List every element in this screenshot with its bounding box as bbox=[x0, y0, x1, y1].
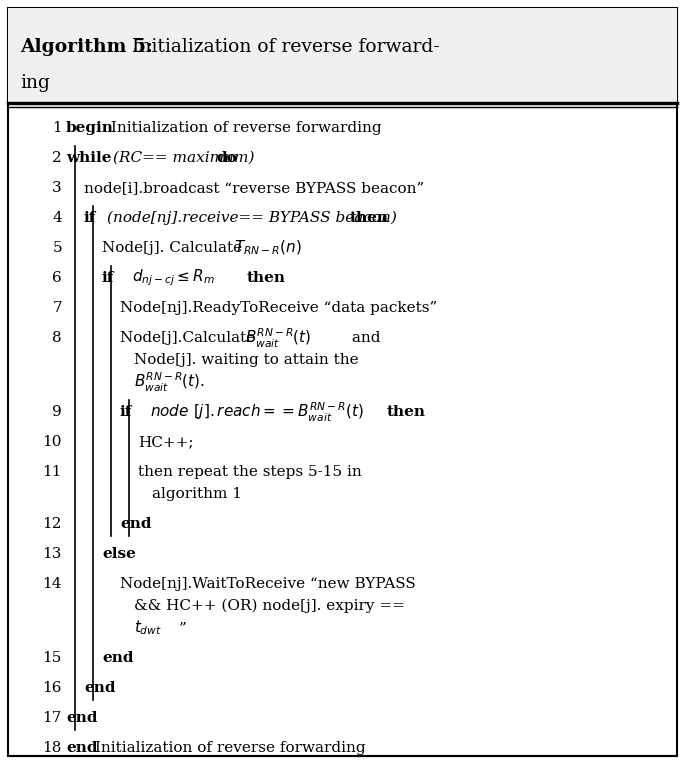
Text: do: do bbox=[216, 151, 237, 165]
Text: $T_{RN-R}(n)$: $T_{RN-R}(n)$ bbox=[234, 239, 301, 257]
Text: then repeat the steps 5-15 in: then repeat the steps 5-15 in bbox=[138, 465, 362, 479]
Text: 13: 13 bbox=[42, 547, 62, 561]
Text: if: if bbox=[84, 211, 97, 225]
Text: 16: 16 bbox=[42, 681, 62, 695]
Text: else: else bbox=[102, 547, 136, 561]
Text: Node[j].Calculate: Node[j].Calculate bbox=[120, 331, 260, 345]
Text: Algorithm 5:: Algorithm 5: bbox=[20, 38, 153, 56]
Text: end: end bbox=[66, 741, 97, 755]
Text: algorithm 1: algorithm 1 bbox=[152, 487, 242, 501]
Text: 15: 15 bbox=[42, 651, 62, 665]
Text: 3: 3 bbox=[52, 181, 62, 195]
Text: 12: 12 bbox=[42, 517, 62, 531]
Text: 14: 14 bbox=[42, 577, 62, 591]
Text: $B_{wait}^{RN-R}(t).$: $B_{wait}^{RN-R}(t).$ bbox=[134, 371, 206, 393]
Text: end: end bbox=[120, 517, 151, 531]
Text: 6: 6 bbox=[52, 271, 62, 285]
Text: && HC++ (OR) node[j]. expiry ==: && HC++ (OR) node[j]. expiry == bbox=[134, 599, 406, 613]
Text: node[i].broadcast “reverse BYPASS beacon”: node[i].broadcast “reverse BYPASS beacon… bbox=[84, 181, 424, 195]
Text: then: then bbox=[349, 211, 388, 225]
Text: if: if bbox=[102, 271, 114, 285]
Text: Initialization of reverse forwarding: Initialization of reverse forwarding bbox=[105, 121, 382, 135]
Text: Initialization of reverse forward-: Initialization of reverse forward- bbox=[126, 38, 440, 56]
Text: 10: 10 bbox=[42, 435, 62, 449]
Text: 4: 4 bbox=[52, 211, 62, 225]
Text: 11: 11 bbox=[42, 465, 62, 479]
Text: end: end bbox=[84, 681, 116, 695]
Text: 5: 5 bbox=[52, 241, 62, 255]
Text: and: and bbox=[347, 331, 380, 345]
Text: ing: ing bbox=[20, 74, 50, 92]
Text: ”: ” bbox=[179, 621, 187, 635]
Text: if: if bbox=[120, 405, 132, 419]
Text: $t_{dwt}$: $t_{dwt}$ bbox=[134, 619, 162, 637]
Text: $d_{nj-cj} \leq R_m$: $d_{nj-cj} \leq R_m$ bbox=[132, 267, 214, 288]
Text: 7: 7 bbox=[52, 301, 62, 315]
Text: Node[nj].WaitToReceive “new BYPASS: Node[nj].WaitToReceive “new BYPASS bbox=[120, 577, 416, 591]
Text: $B_{wait}^{RN-R}(t)$: $B_{wait}^{RN-R}(t)$ bbox=[245, 326, 311, 350]
Text: then: then bbox=[247, 271, 286, 285]
Bar bbox=[8, 8, 677, 103]
Text: 17: 17 bbox=[42, 711, 62, 725]
Text: while: while bbox=[66, 151, 112, 165]
Text: 8: 8 bbox=[52, 331, 62, 345]
Text: 2: 2 bbox=[52, 151, 62, 165]
Text: Node[j]. waiting to attain the: Node[j]. waiting to attain the bbox=[134, 353, 359, 367]
Text: end: end bbox=[102, 651, 134, 665]
Text: Node[j]. Calculate: Node[j]. Calculate bbox=[102, 241, 247, 255]
Text: (node[nj].receive== BYPASS beacon): (node[nj].receive== BYPASS beacon) bbox=[107, 211, 397, 225]
Text: HC++;: HC++; bbox=[138, 435, 193, 449]
Text: end: end bbox=[66, 711, 97, 725]
Text: 18: 18 bbox=[42, 741, 62, 755]
Text: 9: 9 bbox=[52, 405, 62, 419]
Text: then: then bbox=[387, 405, 426, 419]
Text: $\mathit{node\ [j].reach == B_{wait}^{RN-R}(t)}$: $\mathit{node\ [j].reach == B_{wait}^{RN… bbox=[150, 400, 364, 423]
Text: begin: begin bbox=[66, 121, 114, 135]
Text: Initialization of reverse forwarding: Initialization of reverse forwarding bbox=[90, 741, 365, 755]
Text: 1: 1 bbox=[52, 121, 62, 135]
Text: (RC== maximum): (RC== maximum) bbox=[112, 151, 254, 165]
Text: Node[nj].ReadyToReceive “data packets”: Node[nj].ReadyToReceive “data packets” bbox=[120, 301, 437, 315]
